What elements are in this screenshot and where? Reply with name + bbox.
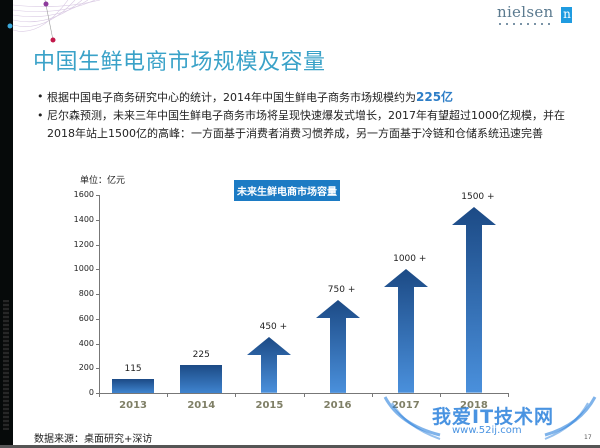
chart-title: 未来生鲜电商市场容量 <box>234 180 340 201</box>
x-tick <box>439 393 441 397</box>
y-tick <box>96 195 99 196</box>
arrow-bar-2018 <box>451 207 496 393</box>
data-source: 数据来源：桌面研究+深访 <box>34 434 153 445</box>
logo-wordmark: nielsen <box>497 3 554 21</box>
y-tick <box>96 219 99 221</box>
value-label: 750 + <box>327 285 356 296</box>
y-tick-label: 0 <box>88 388 94 397</box>
x-tick <box>371 393 373 397</box>
logo-dots <box>499 23 554 25</box>
bullet-item: 尼尔森预测，未来三年中国生鲜电子商务市场将呈现快速爆发式增长，2017年有望超过… <box>37 107 592 143</box>
slide-left-border <box>0 0 13 448</box>
bullet-text: 根据中国电子商务研究中心的统计，2014年中国生鲜电子商务市场规模约为 <box>47 91 416 104</box>
x-tick-label: 2013 <box>119 400 147 411</box>
x-tick-label: 2018 <box>459 400 488 411</box>
x-tick <box>167 393 169 397</box>
y-tick <box>96 393 99 394</box>
y-tick-label: 1000 <box>73 264 94 274</box>
x-tick <box>235 393 237 397</box>
bullet-list: 根据中国电子商务研究中心的统计，2014年中国生鲜电子商务市场规模约为225亿 … <box>37 88 592 143</box>
bar-2014 <box>180 365 223 393</box>
x-tick-label: 2014 <box>187 400 216 411</box>
value-label: 1500 + <box>461 192 495 203</box>
x-tick-label: 2017 <box>391 400 420 411</box>
arrow-bar-2015 <box>247 337 292 393</box>
x-tick <box>303 393 305 397</box>
y-tick-label: 1400 <box>73 214 94 224</box>
arrow-bar-2016 <box>315 300 360 393</box>
y-tick <box>96 368 99 370</box>
value-label: 225 <box>192 350 210 361</box>
y-tick-label: 800 <box>78 289 94 298</box>
watermark-wings-icon <box>383 396 597 440</box>
x-tick-label: 2015 <box>255 400 284 411</box>
logo-box-icon: n <box>561 7 573 23</box>
bullet-item: 根据中国电子商务研究中心的统计，2014年中国生鲜电子商务市场规模约为225亿 <box>37 88 592 107</box>
y-tick <box>96 343 99 345</box>
decorative-arcs-icon <box>7 0 101 43</box>
y-tick-label: 400 <box>78 338 94 348</box>
y-tick <box>96 269 99 271</box>
y-tick-label: 1600 <box>73 190 94 199</box>
nielsen-logo: nielsen n <box>497 3 573 25</box>
watermark-text: 我爱IT技术网 <box>432 406 555 428</box>
value-label: 450 + <box>259 322 288 333</box>
x-tick <box>508 393 509 397</box>
value-label: 1000 + <box>393 254 427 265</box>
arrow-bar-2017 <box>383 269 428 393</box>
page-number: 17 <box>584 434 592 441</box>
y-tick <box>96 244 99 246</box>
y-tick-label: 600 <box>78 313 94 323</box>
x-tick <box>99 393 100 397</box>
watermark-url: www.52ij.com <box>452 425 522 436</box>
y-tick <box>96 294 99 295</box>
y-axis <box>99 195 100 394</box>
slide-bottom-border <box>0 445 600 448</box>
vertical-copyright-text <box>3 300 9 430</box>
value-label: 115 <box>124 363 142 374</box>
y-tick <box>96 318 99 320</box>
y-tick-label: 200 <box>78 363 94 373</box>
x-tick-label: 2016 <box>323 400 352 411</box>
y-tick-label: 1200 <box>73 239 94 249</box>
bullet-text: 尼尔森预测，未来三年中国生鲜电子商务市场将呈现快速爆发式增长，2017年有望超过… <box>47 109 565 140</box>
highlight-value: 225亿 <box>416 90 454 104</box>
unit-label: 单位：亿元 <box>80 176 126 186</box>
bar-2013 <box>112 378 155 393</box>
slide-title: 中国生鲜电商市场规模及容量 <box>33 50 326 75</box>
